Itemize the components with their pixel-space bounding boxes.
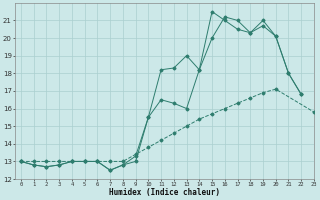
X-axis label: Humidex (Indice chaleur): Humidex (Indice chaleur) — [109, 188, 220, 197]
